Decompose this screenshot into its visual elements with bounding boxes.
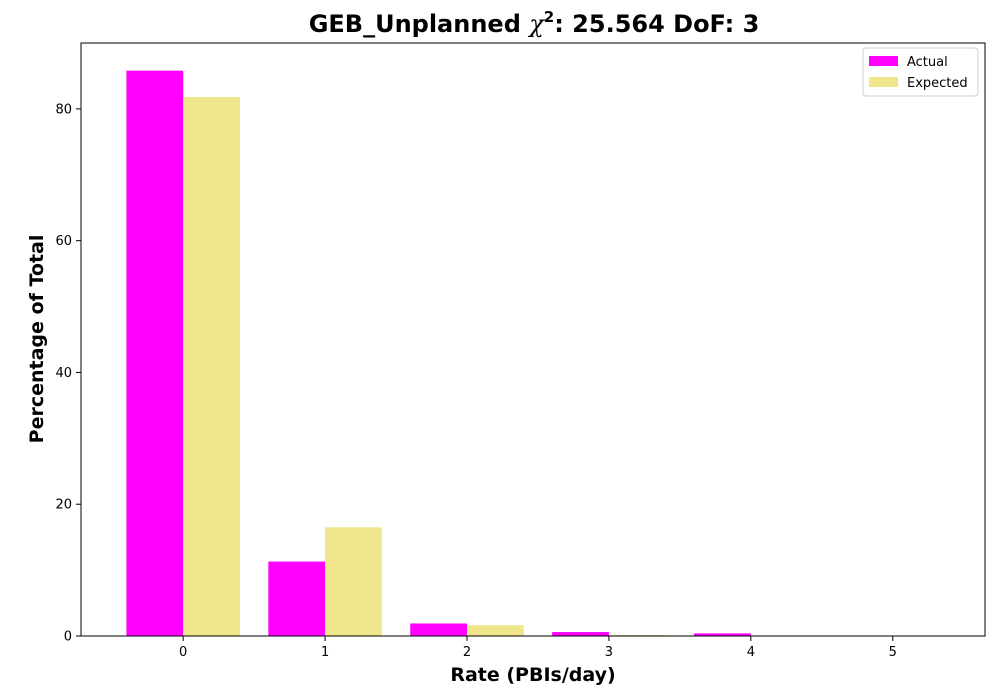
title-suffix: : 25.564 DoF: 3	[554, 10, 759, 38]
plot-frame	[80, 42, 986, 637]
y-tick-label: 80	[55, 102, 72, 117]
bar-actual-0	[126, 70, 184, 636]
x-axis-ticks: 0 1 2 3 4 5	[179, 636, 897, 660]
title-superscript: 2	[544, 8, 554, 26]
x-tick-label: 2	[463, 645, 471, 660]
x-tick-label: 4	[747, 645, 755, 660]
bars-group	[126, 70, 808, 637]
x-axis-label: Rate (PBIs/day)	[450, 664, 615, 686]
y-axis-ticks: 0 20 40 60 80	[55, 102, 81, 645]
x-tick-label: 0	[179, 645, 187, 660]
title-chi-symbol: χ	[527, 10, 545, 38]
legend-swatch-expected	[869, 77, 898, 87]
x-tick-label: 3	[605, 645, 613, 660]
title-prefix: GEB_Unplanned	[309, 10, 530, 38]
y-tick-label: 20	[55, 498, 72, 513]
bar-actual-3	[552, 632, 609, 636]
y-axis-label: Percentage of Total	[26, 235, 48, 444]
bar-actual-2	[410, 623, 468, 636]
legend-swatch-actual	[869, 56, 898, 66]
bar-expected-2	[467, 625, 524, 636]
legend: Actual Expected	[862, 47, 979, 97]
x-tick-label: 5	[889, 645, 897, 660]
bar-actual-1	[268, 561, 326, 636]
y-tick-label: 40	[55, 366, 72, 381]
x-tick-label: 1	[321, 645, 329, 660]
legend-label-expected: Expected	[907, 76, 968, 91]
legend-label-actual: Actual	[907, 55, 948, 70]
bar-actual-4	[694, 633, 751, 636]
bar-expected-0	[183, 97, 240, 637]
bar-expected-1	[325, 527, 382, 636]
chart-title: GEB_Unplanned χ2: 25.564 DoF: 3	[309, 8, 760, 38]
y-tick-label: 60	[55, 234, 72, 249]
y-tick-label: 0	[64, 630, 72, 645]
